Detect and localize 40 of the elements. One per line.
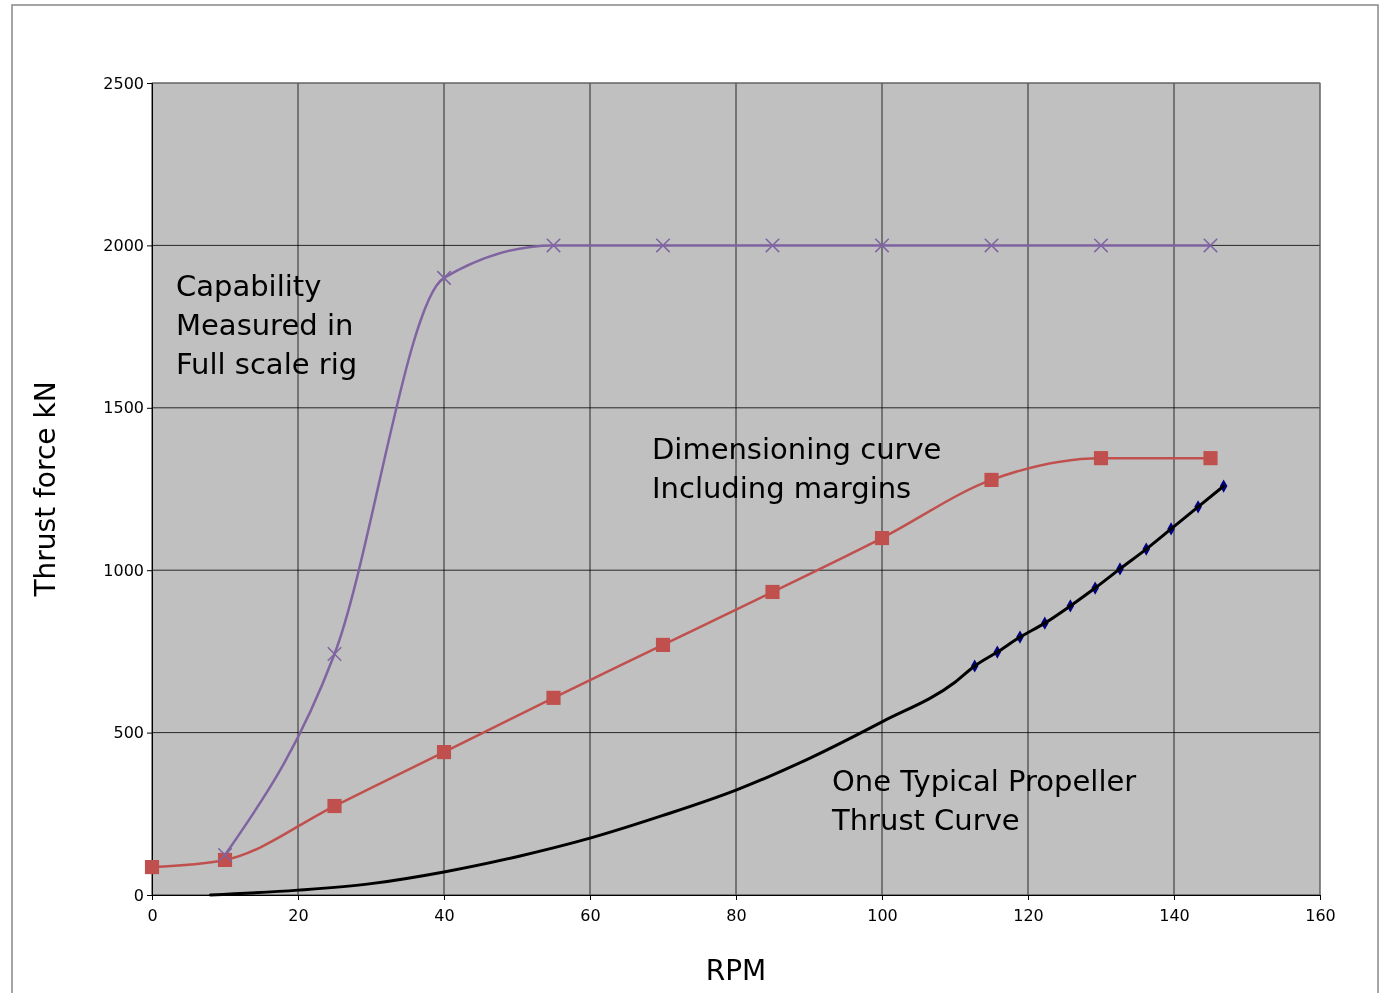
point — [546, 237, 561, 253]
y-tick-label: 2000 — [103, 236, 144, 256]
y-tick-label: 1500 — [103, 398, 144, 418]
point — [655, 237, 671, 253]
point — [1093, 237, 1109, 253]
point — [436, 270, 452, 286]
point — [546, 690, 561, 705]
point — [327, 798, 342, 814]
point — [217, 847, 233, 863]
y-tick-label: 1000 — [103, 560, 144, 580]
x-tick-label: 100 — [867, 905, 898, 925]
y-tick-label: 2500 — [103, 73, 144, 93]
x-tick-label: 60 — [580, 905, 601, 925]
point — [1203, 451, 1218, 466]
y-tick-label: 0 — [133, 885, 144, 905]
point — [655, 637, 671, 652]
x-tick-label: 120 — [1013, 905, 1044, 925]
y-axis-title: Thrust force kN — [29, 381, 62, 598]
x-tick-label: 0 — [147, 905, 158, 925]
y-tick-label: 500 — [113, 723, 144, 743]
point — [984, 472, 999, 487]
point — [874, 237, 890, 253]
x-tick-label: 140 — [1159, 905, 1190, 925]
point — [765, 584, 780, 600]
point — [436, 745, 452, 760]
point — [144, 860, 160, 875]
annotation: Capability Measured in Full scale rig — [176, 269, 358, 381]
point — [1203, 237, 1218, 253]
x-tick-label: 20 — [288, 905, 309, 925]
x-tick-label: 40 — [434, 905, 455, 925]
annotation: One Typical Propeller Thrust Curve — [831, 764, 1137, 837]
annotation: Dimensioning curve Including margins — [652, 432, 942, 505]
x-tick-label: 160 — [1305, 905, 1336, 925]
x-axis-title: RPM — [705, 954, 767, 987]
point — [984, 237, 999, 253]
point — [765, 237, 780, 253]
point — [1093, 451, 1109, 466]
point — [327, 646, 342, 662]
point — [874, 530, 890, 546]
x-tick-label: 80 — [726, 905, 747, 925]
